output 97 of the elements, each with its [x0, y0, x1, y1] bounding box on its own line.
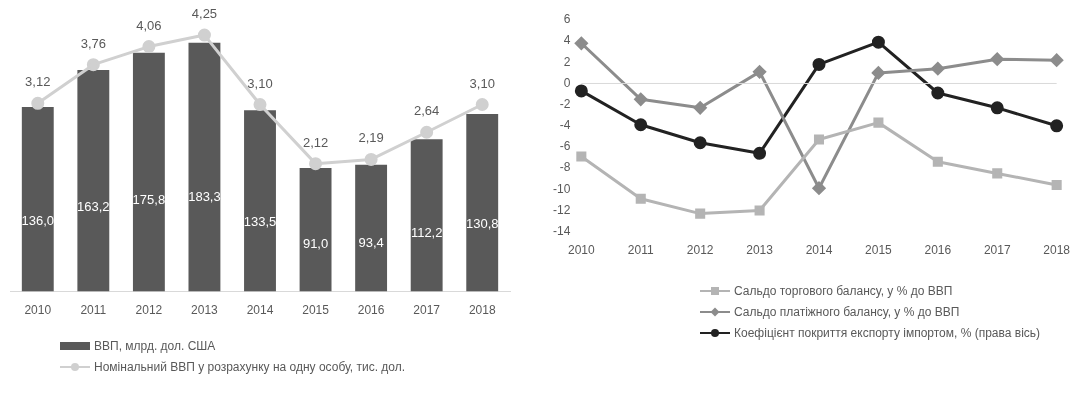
point	[812, 181, 826, 195]
point	[574, 36, 588, 50]
point	[753, 65, 767, 79]
data-label: 2,12	[302, 134, 329, 150]
data-label: 130,8	[465, 215, 499, 231]
x-tick-label: 2017	[983, 243, 1011, 258]
point	[754, 205, 765, 216]
point	[753, 146, 767, 160]
x-tick-label: 2013	[746, 243, 774, 258]
bar	[21, 106, 54, 292]
y-tick-label: -8	[559, 160, 571, 175]
point	[634, 92, 648, 106]
x-tick-label: 2010	[24, 303, 52, 318]
x-tick-label: 2011	[627, 243, 654, 258]
point	[931, 86, 945, 100]
x-tick-label: 2010	[567, 243, 596, 258]
y-tick-label: 0	[563, 75, 571, 90]
x-tick-label: 2016	[357, 303, 385, 318]
point	[693, 101, 707, 115]
x-tick-label: 2012	[686, 243, 714, 258]
point	[253, 98, 267, 111]
x-tick-label: 2014	[805, 243, 833, 258]
data-label: 175,8	[132, 192, 166, 208]
point	[635, 193, 646, 204]
point	[931, 62, 945, 76]
point	[871, 66, 885, 80]
x-tick-label: 2015	[865, 243, 893, 258]
y-tick-label: -10	[553, 181, 571, 196]
point	[1051, 180, 1062, 191]
y-tick-label: 4	[563, 33, 571, 48]
point	[31, 96, 45, 110]
y-tick-label: 6	[563, 12, 571, 27]
legend-label: Сальдо торгового балансу, у % до ВВП	[734, 283, 953, 298]
point	[813, 134, 825, 145]
legend-label: ВВП, млрд. дол. США	[94, 338, 216, 353]
point	[693, 136, 707, 150]
data-label: 3,10	[247, 75, 273, 91]
point	[142, 40, 156, 54]
point	[634, 118, 648, 132]
y-tick-label: 2	[563, 54, 571, 69]
point	[871, 35, 885, 49]
point	[309, 157, 323, 171]
bar	[355, 164, 388, 292]
point	[1050, 119, 1064, 133]
y-tick-label: -4	[559, 118, 571, 133]
point	[695, 208, 706, 219]
data-label: 136,0	[21, 213, 55, 228]
x-tick-label: 2012	[135, 303, 163, 318]
point	[992, 168, 1003, 179]
y-tick-label: -12	[553, 202, 571, 217]
x-tick-label: 2014	[246, 303, 274, 318]
point	[475, 98, 489, 111]
data-label: 3,10	[469, 75, 495, 91]
point	[574, 84, 588, 98]
point	[873, 117, 884, 128]
bar	[132, 52, 165, 292]
x-tick-label: 2013	[191, 303, 219, 318]
data-label: 93,4	[358, 234, 384, 250]
point	[932, 156, 943, 167]
data-label: 4,25	[191, 6, 218, 22]
bar	[188, 42, 221, 292]
point	[812, 57, 826, 71]
data-label: 163,2	[77, 198, 110, 214]
point	[990, 52, 1004, 66]
point	[1050, 53, 1064, 67]
bar	[244, 110, 276, 292]
legend-label: Коефіцієнт покриття експорту імпортом, % (права вісь)	[734, 325, 1041, 340]
x-tick-label: 2015	[302, 303, 330, 318]
point	[197, 28, 211, 42]
y-tick-label: -2	[559, 96, 571, 111]
x-tick-label: 2018	[1043, 243, 1071, 258]
bar	[299, 168, 332, 292]
data-label: 3,76	[80, 35, 106, 51]
data-label: 2,64	[414, 103, 440, 119]
y-tick-label: -6	[559, 139, 571, 154]
data-label: 183,3	[188, 188, 221, 204]
bar	[410, 139, 443, 292]
data-label: 112,2	[410, 225, 443, 241]
point	[86, 58, 100, 72]
data-label: 3,12	[25, 74, 51, 90]
data-label: 133,5	[243, 214, 277, 230]
legend-label: Номінальний ВВП у розрахунку на одну особу, тис. дол.	[94, 359, 406, 374]
data-label: 91,0	[302, 236, 329, 252]
data-label: 4,06	[136, 17, 162, 33]
legend-label: Сальдо платіжного балансу, у % до ВВП	[734, 304, 960, 319]
data-label: 2,19	[358, 130, 384, 146]
point	[576, 151, 587, 162]
point	[364, 152, 378, 166]
y-tick-label: -14	[553, 223, 571, 238]
x-tick-label: 2011	[80, 303, 107, 318]
x-tick-label: 2017	[413, 303, 441, 318]
bar	[466, 113, 499, 292]
bar	[77, 69, 110, 292]
x-tick-label: 2018	[468, 303, 496, 318]
point	[990, 101, 1004, 115]
x-tick-label: 2016	[924, 243, 952, 258]
point	[420, 125, 434, 139]
